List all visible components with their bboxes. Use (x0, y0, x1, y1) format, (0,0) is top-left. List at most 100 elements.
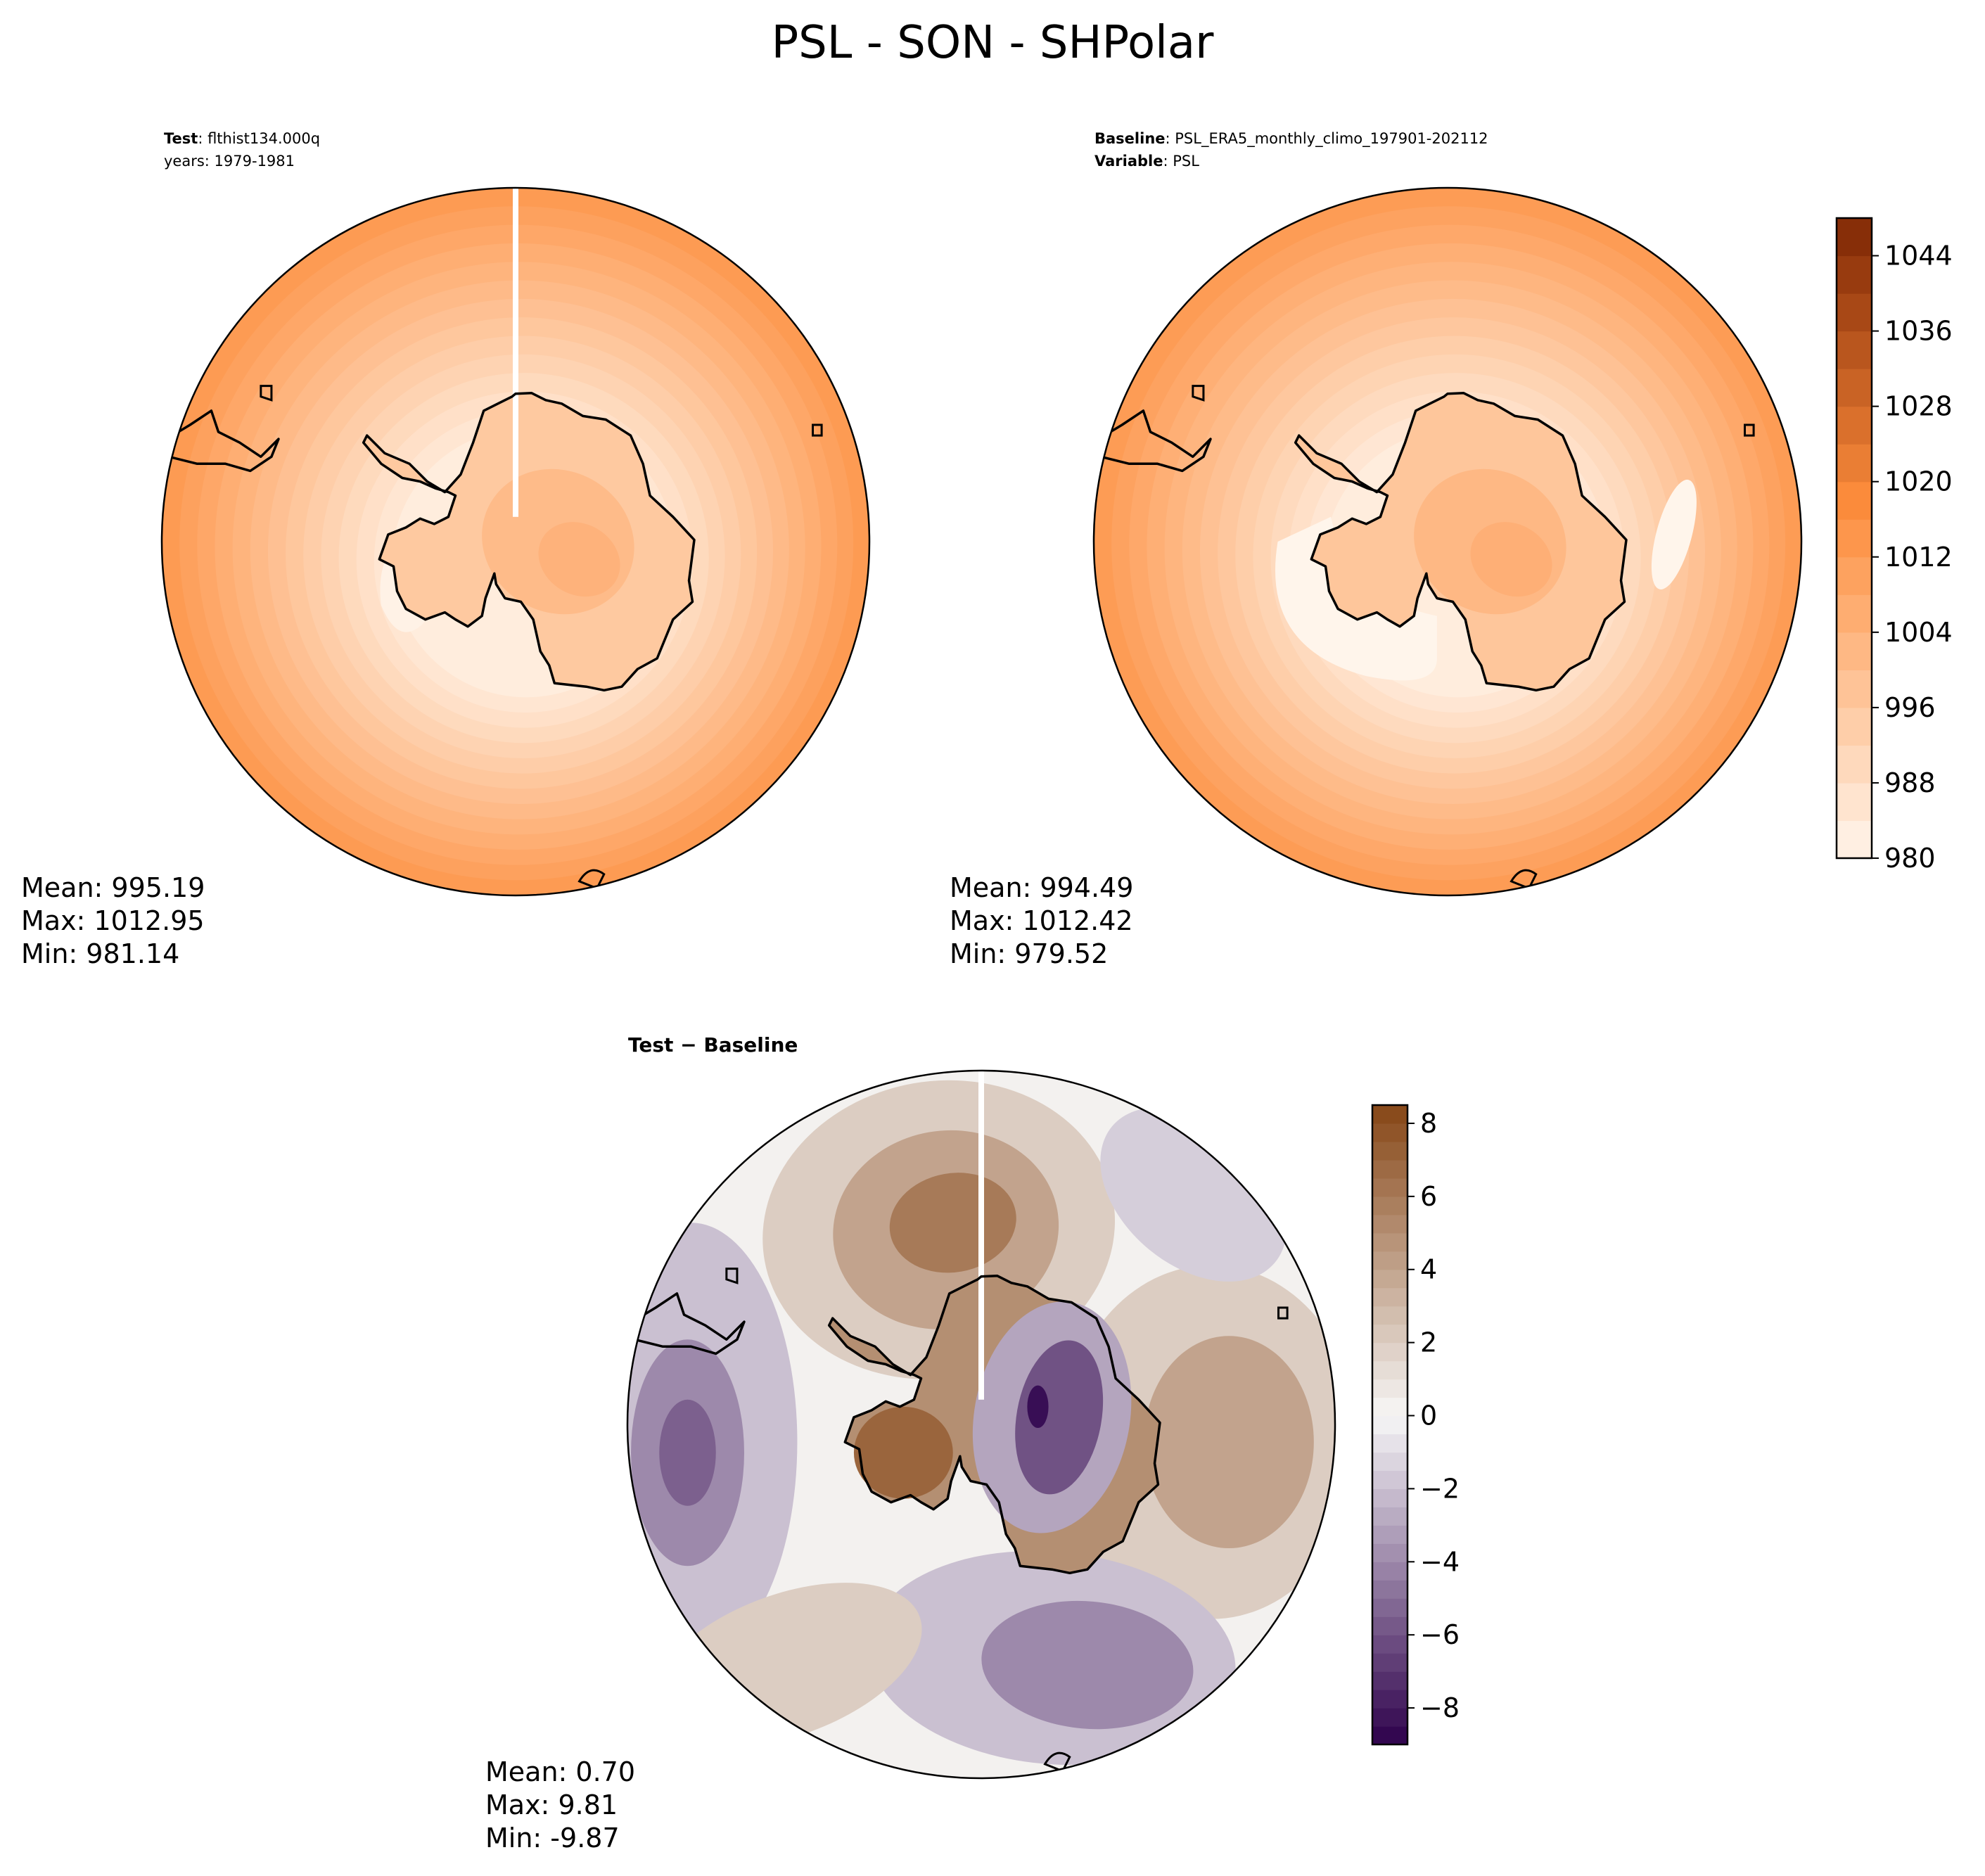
data-seam (513, 188, 518, 517)
colorbar-tick-label: 6 (1420, 1181, 1437, 1212)
colorbar-tick-label: 988 (1884, 767, 1936, 798)
tasmania-coastline (1510, 869, 1538, 890)
variable-label: Variable (1094, 153, 1163, 170)
falkland-islands-coastline (260, 385, 273, 402)
colorbar-level (1837, 745, 1872, 784)
plateau-core (1470, 522, 1552, 597)
kerguelen-coastline (1744, 423, 1755, 437)
colorbar-level (1372, 1671, 1408, 1690)
colorbar-level (1372, 1232, 1408, 1252)
test-map (160, 186, 871, 897)
colorbar-level (1837, 293, 1872, 332)
colorbar-level (1372, 1178, 1408, 1197)
tasmania-coastline (577, 869, 606, 890)
anomaly-continent-east-core (1015, 1340, 1104, 1495)
colorbar-level (1372, 1379, 1408, 1398)
panel-test: Test: flthist134.000q years: 1979-1981 M… (21, 130, 871, 969)
colorbar-level (1837, 556, 1872, 595)
test-header-line-1: Test: flthist134.000q (164, 130, 320, 147)
map-border (626, 1069, 1336, 1780)
test-min: Min: 981.14 (21, 938, 179, 969)
difference-max: Max: 9.81 (485, 1789, 618, 1820)
falkland-islands-coastline (725, 1268, 739, 1284)
anomaly-upper-positive-max (889, 1173, 1016, 1273)
baseline-min: Min: 979.52 (950, 938, 1108, 969)
colorbar-level (1372, 1434, 1408, 1453)
colorbar-level (1372, 1360, 1408, 1380)
colorbar-level (1372, 1342, 1408, 1362)
baseline-header-value: : PSL_ERA5_monthly_climo_197901-202112 (1166, 130, 1488, 148)
colorbar-level (1837, 632, 1872, 670)
colorbar-level (1372, 1196, 1408, 1215)
south-america-coastline (167, 409, 280, 473)
difference-map (626, 1069, 1336, 1780)
colorbar-level (1837, 406, 1872, 445)
map-field (1094, 188, 1801, 895)
baseline-header-line-2: Variable: PSL (1094, 153, 1199, 170)
baseline-max: Max: 1012.42 (950, 905, 1133, 936)
anomaly-west-negative-max (659, 1399, 716, 1506)
colorbar-level (1372, 1287, 1408, 1307)
kerguelen-coastline (812, 423, 823, 437)
colorbar-level (1837, 331, 1872, 369)
difference-mean: Mean: 0.70 (485, 1756, 635, 1787)
test-header-label: Test (164, 130, 198, 147)
colorbar-level (1372, 1397, 1408, 1417)
colorbar-tick-label: −2 (1420, 1473, 1460, 1504)
colorbar-level (1372, 1690, 1408, 1709)
tasmania-coastline (1043, 1751, 1071, 1773)
anomaly-east-positive-core (1144, 1336, 1314, 1549)
colorbar-tick-label: −4 (1420, 1546, 1460, 1577)
colorbar-level (1372, 1562, 1408, 1581)
map-border (160, 186, 871, 897)
colorbar-tick-label: 1044 (1884, 241, 1953, 272)
south-america-coastline (1099, 409, 1212, 473)
colorbar-level (1372, 1507, 1408, 1526)
colorbar-level (1837, 707, 1872, 746)
south-america-coastline (633, 1292, 746, 1355)
test-years: years: 1979-1981 (164, 153, 295, 170)
colorbar-level (1372, 1214, 1408, 1234)
colorbar-level (1372, 1269, 1408, 1289)
kerguelen-coastline (1277, 1306, 1289, 1320)
colorbar-level (1837, 782, 1872, 822)
difference-min: Min: -9.87 (485, 1823, 620, 1853)
colorbar-level (1372, 1105, 1408, 1124)
baseline-header-line-1: Baseline: PSL_ERA5_monthly_climo_197901-… (1094, 130, 1488, 148)
colorbar-level (1837, 255, 1872, 294)
colorbar-level (1372, 1488, 1408, 1507)
colorbar-frame (1371, 1104, 1409, 1746)
colorbar-level (1372, 1306, 1408, 1325)
antarctica-coastline (362, 391, 696, 692)
baseline-header-label: Baseline (1094, 130, 1166, 147)
falkland-islands-coastline (1192, 385, 1205, 402)
map-field (162, 188, 869, 895)
figure-title: PSL - SON - SHPolar (772, 17, 1215, 69)
colorbar-tick-label: −6 (1420, 1619, 1460, 1650)
colorbar-level (1837, 444, 1872, 483)
colorbar-tick-label: 996 (1884, 692, 1936, 723)
colorbar-level (1837, 369, 1872, 407)
colorbar-level (1837, 594, 1872, 633)
panel-baseline: Baseline: PSL_ERA5_monthly_climo_197901-… (950, 130, 1803, 969)
colorbar-tick-label: 1028 (1884, 391, 1953, 422)
pressure-minimum-east (1651, 479, 1697, 589)
map-field (627, 1071, 1335, 1778)
colorbar-level (1372, 1726, 1408, 1745)
colorbar-level (1372, 1159, 1408, 1179)
test-header-value: : flthist134.000q (198, 130, 320, 147)
anomaly-continent-west-max (853, 1406, 953, 1499)
colorbar-level (1372, 1653, 1408, 1672)
colorbar-tick-label: 1004 (1884, 617, 1953, 648)
colorbar-tick-label: 1012 (1884, 542, 1953, 573)
colorbar-tick-label: 2 (1420, 1327, 1437, 1358)
test-header-line-2: years: 1979-1981 (164, 153, 295, 170)
baseline-map (1092, 186, 1803, 897)
colorbar-level (1837, 218, 1872, 257)
test-max: Max: 1012.95 (21, 905, 205, 936)
colorbar-level (1372, 1635, 1408, 1654)
map-border (1092, 186, 1803, 897)
panel-difference: Test − Baseline Mean: 0.70 Max: 9.81 Min… (485, 1033, 1336, 1853)
antarctica-coastline (827, 1274, 1161, 1575)
